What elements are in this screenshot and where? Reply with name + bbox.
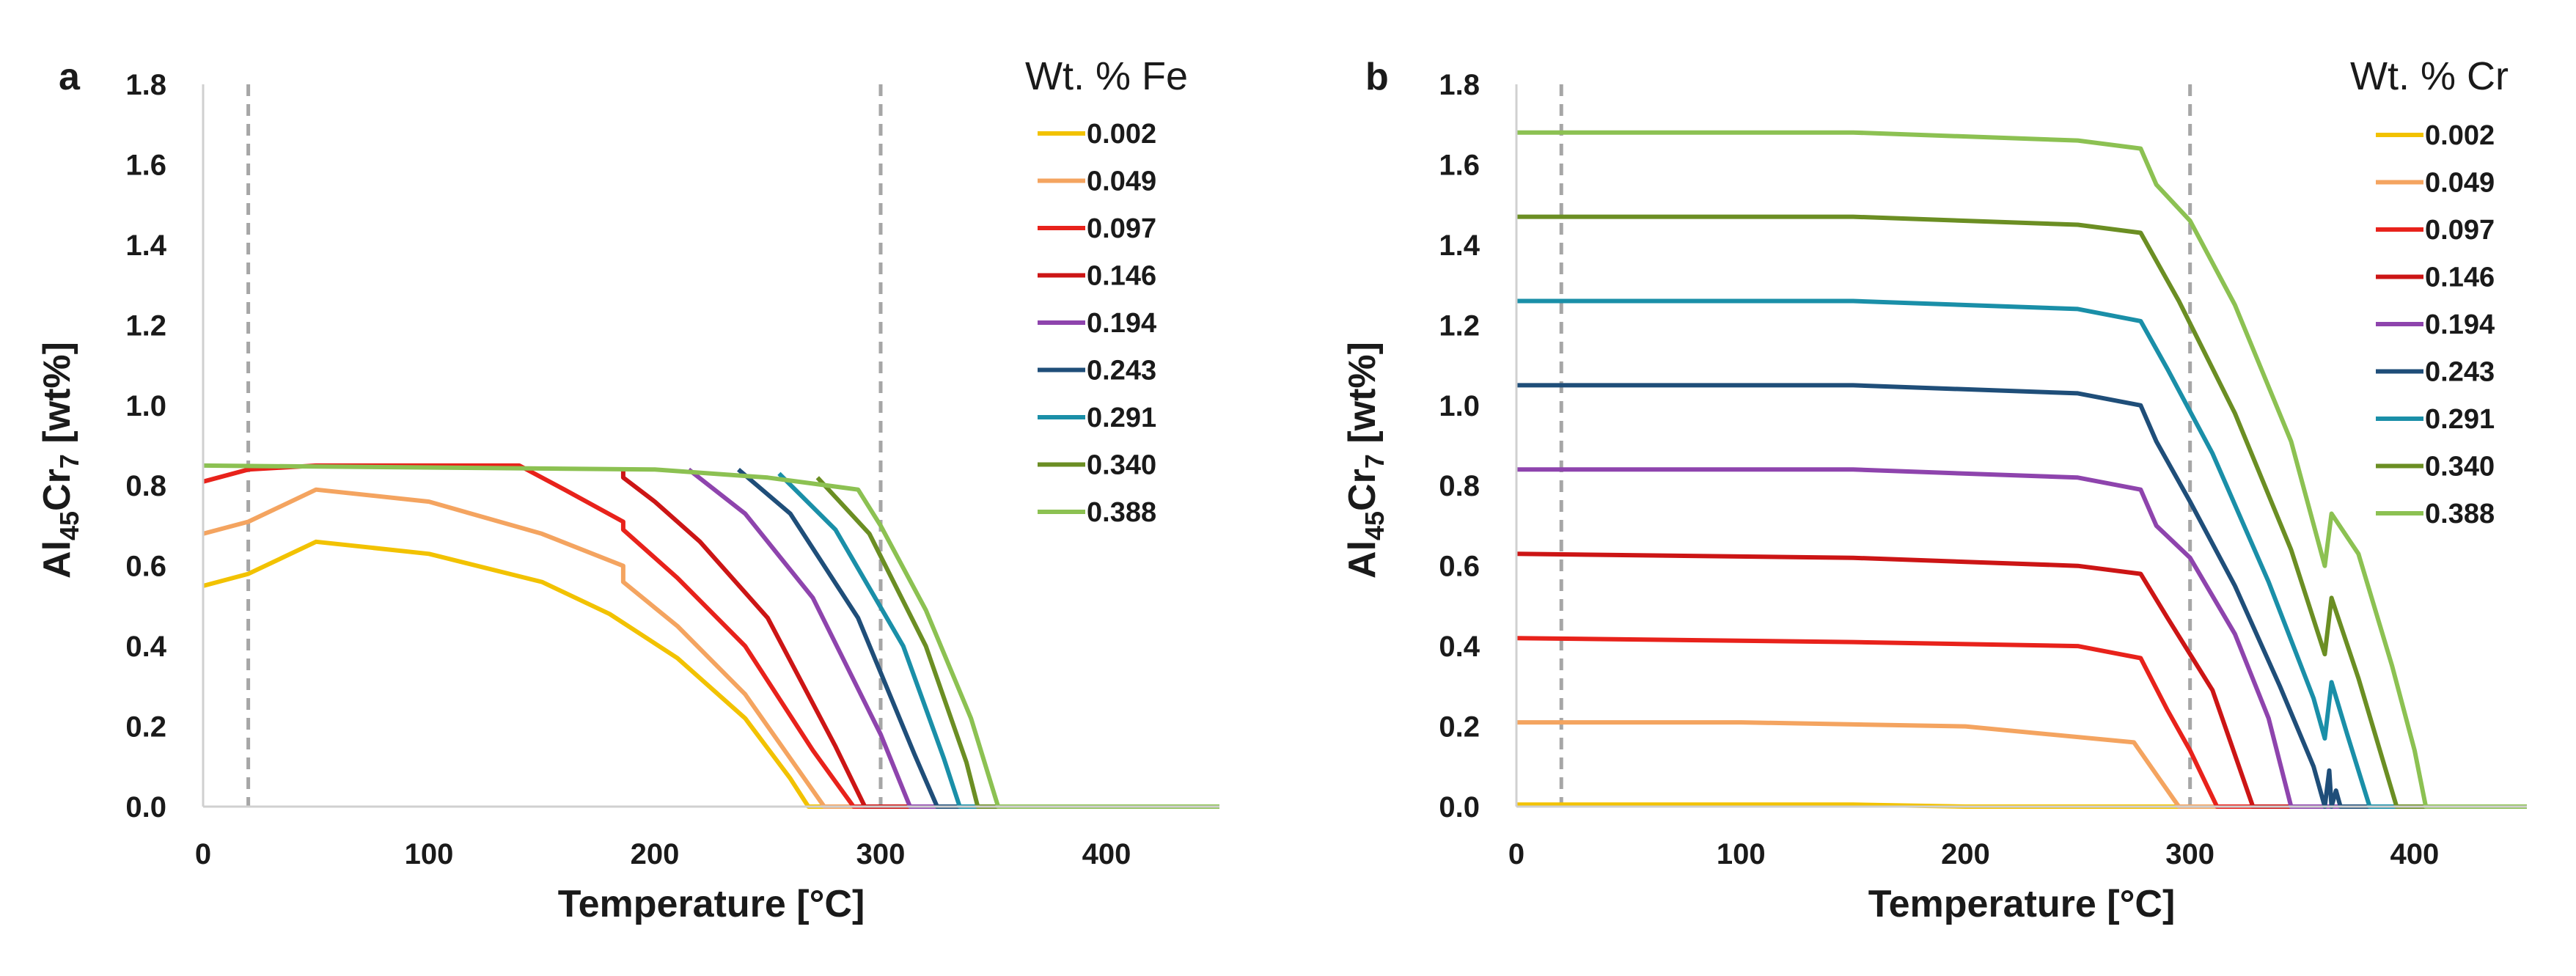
y-tick-label-b: 1.0 xyxy=(1439,390,1480,422)
y-tick-label-a: 0.6 xyxy=(125,551,166,583)
legend-label-a-0.049: 0.049 xyxy=(1087,166,1156,197)
x-tick-label-a: 400 xyxy=(1082,838,1131,870)
y-tick-label-a: 0.4 xyxy=(125,631,166,663)
legend-title-b: Wt. % Cr xyxy=(2350,54,2509,98)
series-line-b-0.388 xyxy=(1516,130,2527,809)
y-tick-label-b: 0.6 xyxy=(1439,551,1480,583)
y-tick-label-b: 1.8 xyxy=(1439,69,1480,101)
y-tick-label-a: 1.0 xyxy=(125,390,166,422)
y-axis-title-a: Al45Cr7 [wt%] xyxy=(36,342,84,579)
y-tick-label-a: 0.8 xyxy=(125,470,166,502)
y-tick-label-a: 1.6 xyxy=(125,149,166,181)
x-axis-title-b: Temperature [°C] xyxy=(1868,883,2176,925)
y-tick-label-a: 1.2 xyxy=(125,309,166,342)
legend-label-b-0.194: 0.194 xyxy=(2425,309,2495,340)
legend-label-b-0.388: 0.388 xyxy=(2425,499,2495,529)
panel-a: a 0.0 0.2 0.4 0.6 0.8 1.0 1.2 1.4 1.6 1.8 0 100 200… xyxy=(36,54,1219,925)
legend-label-b-0.291: 0.291 xyxy=(2425,404,2495,435)
panel-label-a: a xyxy=(59,56,81,98)
series-line-b-0.146 xyxy=(1516,551,2527,809)
y-tick-label-a: 1.8 xyxy=(125,69,166,101)
series-line-a-0.002 xyxy=(202,539,1219,809)
legend-label-a-0.194: 0.194 xyxy=(1087,308,1156,339)
series-line-a-0.049 xyxy=(202,487,1219,809)
series-line-b-0.291 xyxy=(1516,298,2527,809)
x-tick-label-a: 300 xyxy=(856,838,906,870)
y-axis-title-b: Al45Cr7 [wt%] xyxy=(1341,342,1390,579)
legend-label-b-0.049: 0.049 xyxy=(2425,168,2495,199)
legend-label-a-0.388: 0.388 xyxy=(1087,497,1156,528)
series-line-b-0.243 xyxy=(1516,383,2527,809)
legend-label-a-0.097: 0.097 xyxy=(1087,213,1156,244)
x-axis-title-a: Temperature [°C] xyxy=(558,883,865,925)
y-tick-label-b: 0.4 xyxy=(1439,631,1480,663)
legend-title-a: Wt. % Fe xyxy=(1025,54,1188,98)
legend-label-b-0.146: 0.146 xyxy=(2425,263,2495,293)
series-line-b-0.194 xyxy=(1516,467,2527,809)
x-tick-label-b: 400 xyxy=(2390,838,2440,870)
y-tick-label-b: 1.4 xyxy=(1439,230,1480,262)
series-line-b-0.097 xyxy=(1516,636,2527,809)
y-tick-label-b: 1.2 xyxy=(1439,309,1480,342)
y-tick-label-a: 0.0 xyxy=(125,791,166,823)
x-tick-label-a: 0 xyxy=(195,838,211,870)
y-tick-label-b: 0.2 xyxy=(1439,711,1480,744)
x-tick-label-b: 200 xyxy=(1941,838,1990,870)
legend-label-a-0.291: 0.291 xyxy=(1087,403,1156,433)
legend-label-b-0.340: 0.340 xyxy=(2425,452,2495,483)
y-tick-label-a: 0.2 xyxy=(125,711,166,744)
y-tick-label-b: 0.8 xyxy=(1439,470,1480,502)
legend-label-b-0.002: 0.002 xyxy=(2425,120,2495,151)
y-tick-label-b: 1.6 xyxy=(1439,149,1480,181)
legend-label-a-0.340: 0.340 xyxy=(1087,450,1156,481)
panel-label-b: b xyxy=(1365,56,1389,98)
x-tick-label-b: 300 xyxy=(2165,838,2214,870)
panel-b: b 0.0 0.2 0.4 0.6 0.8 1.0 1.2 1.4 1.6 1.8 0 100 200… xyxy=(1341,54,2527,925)
legend-label-a-0.002: 0.002 xyxy=(1087,119,1156,150)
legend-label-b-0.243: 0.243 xyxy=(2425,357,2495,388)
x-tick-label-b: 100 xyxy=(1717,838,1766,870)
legend-label-a-0.146: 0.146 xyxy=(1087,261,1156,292)
x-tick-label-a: 100 xyxy=(405,838,454,870)
y-tick-label-b: 0.0 xyxy=(1439,791,1480,823)
legend-label-b-0.097: 0.097 xyxy=(2425,215,2495,246)
series-line-b-0.340 xyxy=(1516,214,2527,809)
y-tick-label-a: 1.4 xyxy=(125,230,166,262)
x-tick-label-a: 200 xyxy=(631,838,680,870)
x-tick-label-b: 0 xyxy=(1508,838,1524,870)
legend-label-a-0.243: 0.243 xyxy=(1087,356,1156,386)
series-line-a-0.388 xyxy=(202,463,1219,809)
series-line-a-0.146 xyxy=(620,469,1219,809)
